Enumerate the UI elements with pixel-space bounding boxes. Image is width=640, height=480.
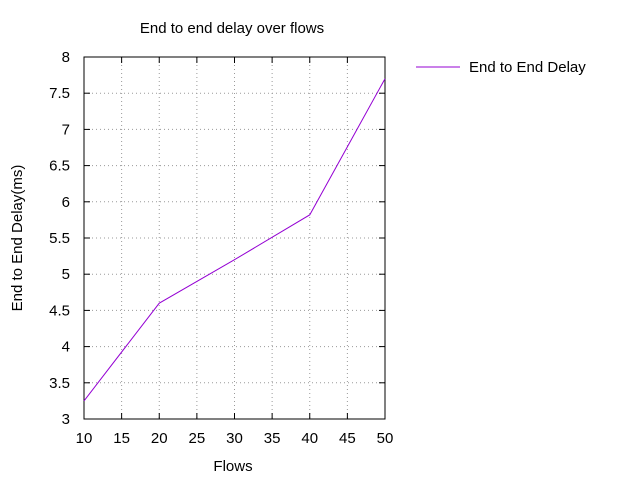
y-tick-label: 7.5 <box>49 85 70 102</box>
x-tick-label: 45 <box>339 430 356 447</box>
y-tick-label: 3.5 <box>49 375 70 392</box>
x-tick-label: 20 <box>151 430 168 447</box>
x-tick-label: 10 <box>76 430 93 447</box>
x-tick-label: 15 <box>113 430 130 447</box>
y-tick-label: 6.5 <box>49 158 70 175</box>
y-tick-label: 4.5 <box>49 302 70 319</box>
y-tick-label: 8 <box>62 49 70 66</box>
x-tick-label: 50 <box>377 430 394 447</box>
y-tick-label: 5.5 <box>49 230 70 247</box>
x-tick-label: 35 <box>264 430 281 447</box>
x-tick-label: 30 <box>226 430 243 447</box>
legend: End to End Delay <box>416 59 586 76</box>
tick-marks <box>83 56 386 420</box>
y-tick-label: 3 <box>62 411 70 428</box>
grid <box>84 57 385 419</box>
y-tick-label: 7 <box>62 121 70 138</box>
x-axis-label: Flows <box>213 458 252 475</box>
x-tick-label: 40 <box>301 430 318 447</box>
y-tick-labels: 3 3.5 4 4.5 5 5.5 6 6.5 7 7.5 8 <box>49 49 70 428</box>
legend-label: End to End Delay <box>469 59 586 76</box>
y-axis-label: End to End Delay(ms) <box>9 165 26 312</box>
y-tick-label: 4 <box>62 339 70 356</box>
series-layer <box>83 78 386 402</box>
x-tick-labels: 10 15 20 25 30 35 40 45 50 <box>76 430 394 447</box>
x-tick-label: 25 <box>189 430 206 447</box>
series-line <box>83 78 386 402</box>
y-tick-label: 6 <box>62 194 70 211</box>
y-tick-label: 5 <box>62 266 70 283</box>
chart-title: End to end delay over flows <box>140 20 324 37</box>
